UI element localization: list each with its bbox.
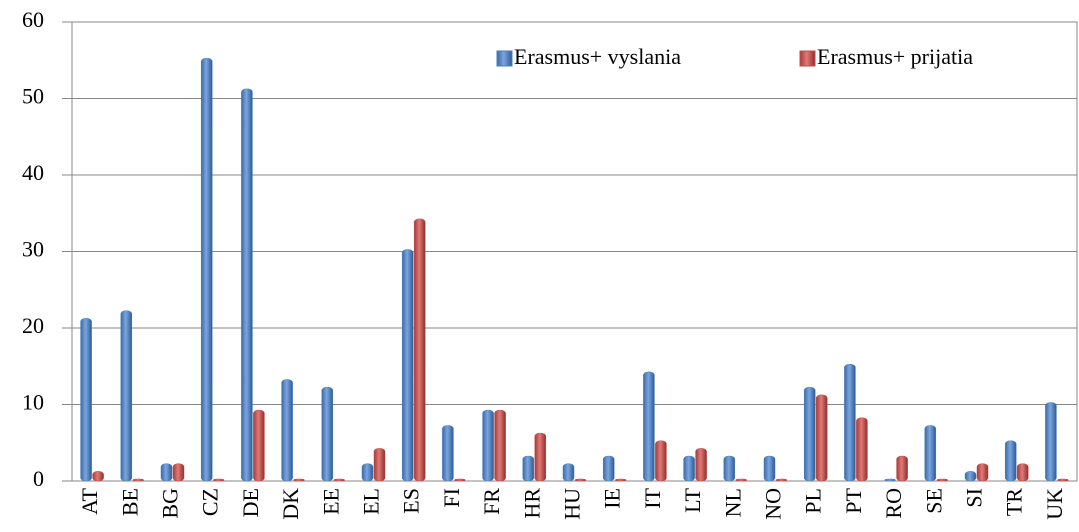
x-tick-label: DK [278,488,303,520]
y-tick-label: 20 [22,313,44,338]
bar [976,463,989,482]
bar [964,471,977,482]
x-tick-label: AT [77,487,102,514]
bar [695,448,707,482]
y-tick-label: 50 [22,84,44,109]
x-tick-label: CZ [198,488,223,516]
bar [373,448,386,482]
x-tick-label: BE [117,488,142,516]
x-tick-label: PT [841,487,866,513]
bar [924,425,937,482]
bar [482,409,494,482]
bar [293,478,305,482]
bar [522,455,535,482]
bar [333,478,346,482]
bar [735,478,748,482]
bar [683,455,695,482]
y-tick-label: 10 [22,390,44,415]
x-tick-label: PL [801,488,826,514]
bar [856,417,868,482]
bar [241,88,253,482]
x-tick-label: LT [680,487,705,512]
x-tick-label: HR [519,488,544,519]
x-tick-label: NL [720,488,745,517]
bar [442,425,454,482]
bar [562,463,575,482]
bar [120,310,133,482]
bar [534,432,547,482]
y-tick-label: 40 [22,160,44,185]
bar [92,471,104,482]
bar [803,386,816,482]
y-tick-label: 30 [22,237,44,262]
x-tick-label: FI [439,488,464,508]
bar [132,478,145,482]
bar [844,364,856,482]
legend-label: Erasmus+ prijatia [817,44,973,69]
bar [281,379,293,482]
bar [602,455,615,482]
bar [574,478,587,482]
bar [160,463,173,482]
x-tick-label: SE [921,488,946,514]
bar [413,218,426,482]
x-tick-label: IE [600,488,625,509]
x-tick-label: HU [560,488,585,520]
x-tick-label: BG [158,488,183,519]
legend-swatch [496,50,513,67]
x-tick-label: DE [238,488,263,517]
legend-swatch [799,50,816,67]
bar [1057,478,1069,482]
bar [614,478,627,482]
bar [1004,440,1017,482]
legend-label: Erasmus+ vyslania [514,44,681,69]
bar [643,371,655,482]
y-tick-label: 0 [33,466,44,491]
bar [212,478,225,482]
x-tick-label: EL [359,488,384,515]
bar [361,463,374,482]
bar [763,455,776,482]
bar [815,394,828,482]
x-tick-label: TR [1002,488,1027,516]
bar [200,58,213,482]
x-tick-label: NO [761,488,786,520]
bar [253,409,265,482]
bar [884,478,896,482]
bar [321,386,334,482]
bar [896,455,908,482]
bar [401,249,414,482]
x-tick-label: EE [318,488,343,515]
x-tick-label: UK [1042,488,1067,520]
x-tick-label: RO [881,488,906,519]
bar [172,463,185,482]
x-tick-label: ES [399,488,424,514]
bar [80,318,92,482]
bar [1016,463,1029,482]
x-tick-label: IT [640,487,665,508]
y-tick-label: 60 [22,7,44,32]
bar [723,455,736,482]
bar [1045,402,1057,482]
x-tick-label: SI [962,488,987,508]
bar [494,409,506,482]
bar [936,478,949,482]
bar [775,478,788,482]
x-tick-label: FR [479,488,504,515]
bar [454,478,466,482]
bar [655,440,667,482]
